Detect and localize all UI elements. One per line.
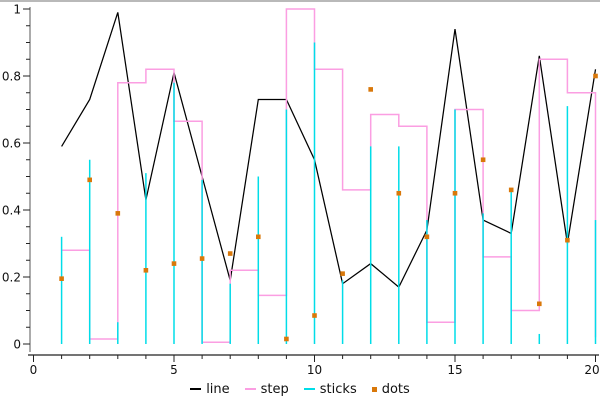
y-tick-label: 1 <box>13 3 21 17</box>
series-line <box>61 12 597 289</box>
chart-canvas: 00.20.40.60.810 5 10 15 20 <box>2 3 600 378</box>
series-dots <box>59 73 598 342</box>
legend-marker-line <box>190 388 202 390</box>
series-sticks <box>60 42 597 344</box>
legend-item-step: step <box>244 381 289 397</box>
x-tick-label: 10 <box>307 363 322 377</box>
legend-label-step: step <box>260 381 289 397</box>
y-tick-label: 0.8 <box>2 70 21 84</box>
y-tick-label: 0 <box>13 338 21 352</box>
legend-marker-sticks <box>303 388 315 390</box>
legend-item-line: line <box>190 381 230 397</box>
legend-label-line: line <box>206 381 230 397</box>
legend-marker-step <box>244 388 256 390</box>
legend-marker-dots <box>371 386 377 392</box>
x-tick-label: 0 <box>30 363 38 377</box>
x-tick-label: 20 <box>584 363 599 377</box>
legend-label-sticks: sticks <box>319 381 357 397</box>
axes: 00.20.40.60.810 5 10 15 20 <box>2 3 600 378</box>
x-tick-label: 5 <box>170 363 178 377</box>
legend-label-dots: dots <box>381 381 410 397</box>
legend-item-dots: dots <box>371 381 410 397</box>
x-tick-label: 15 <box>447 363 462 377</box>
y-tick-label: 0.6 <box>2 137 21 151</box>
y-tick-label: 0.2 <box>2 271 21 285</box>
legend-item-sticks: sticks <box>303 381 357 397</box>
y-tick-label: 0.4 <box>2 204 21 218</box>
legend: line step sticks dots <box>0 377 600 400</box>
